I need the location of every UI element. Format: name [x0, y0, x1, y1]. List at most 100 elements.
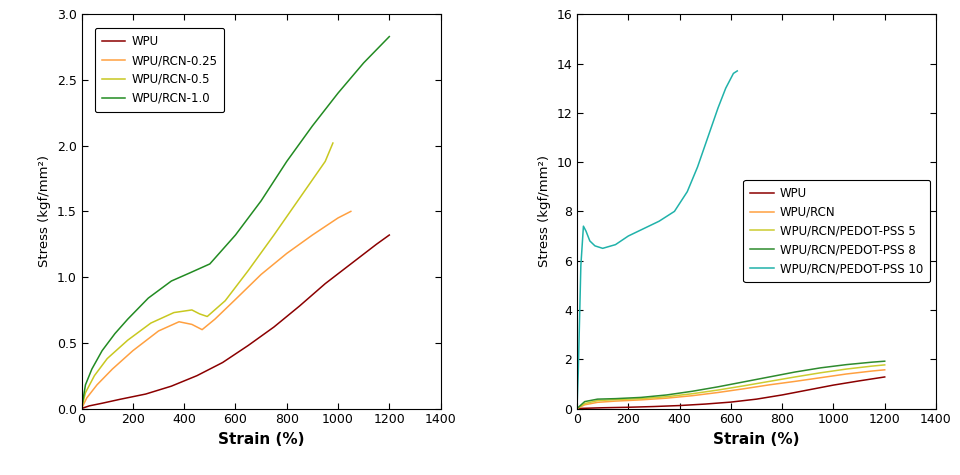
- WPU: [84, 403, 95, 408]
- Line: WPU/RCN/PEDOT-PSS 10: WPU/RCN/PEDOT-PSS 10: [577, 71, 737, 408]
- WPU/RCN: [661, 395, 673, 401]
- WPU/RCN: [591, 399, 603, 405]
- WPU/RCN-0.5: [80, 390, 91, 396]
- WPU/RCN-0.5: [102, 356, 113, 361]
- WPU/RCN/PEDOT-PSS 10: [575, 263, 587, 268]
- WPU/RCN: [866, 368, 877, 374]
- WPU: [191, 373, 203, 379]
- WPU: [217, 360, 228, 365]
- Legend: WPU, WPU/RCN-0.25, WPU/RCN-0.5, WPU/RCN-1.0: WPU, WPU/RCN-0.25, WPU/RCN-0.5, WPU/RCN-…: [95, 28, 225, 112]
- WPU/RCN-1.0: [358, 60, 370, 66]
- WPU/RCN: [636, 397, 647, 403]
- Line: WPU/RCN-1.0: WPU/RCN-1.0: [82, 37, 390, 408]
- WPU/RCN/PEDOT-PSS 5: [763, 379, 775, 384]
- WPU/RCN-0.25: [229, 296, 241, 302]
- WPU/RCN: [712, 390, 724, 395]
- WPU/RCN-1.0: [86, 366, 98, 372]
- WPU/RCN/PEDOT-PSS 5: [879, 362, 891, 368]
- WPU/RCN/PEDOT-PSS 10: [669, 209, 681, 214]
- X-axis label: Strain (%): Strain (%): [713, 432, 800, 447]
- WPU/RCN/PEDOT-PSS 5: [866, 363, 877, 369]
- Line: WPU: WPU: [577, 377, 885, 408]
- WPU/RCN-0.5: [122, 337, 133, 343]
- WPU/RCN-0.5: [76, 406, 87, 411]
- WPU: [828, 382, 839, 388]
- Line: WPU/RCN: WPU/RCN: [577, 370, 885, 408]
- WPU: [114, 397, 126, 402]
- WPU/RCN/PEDOT-PSS 8: [815, 365, 827, 370]
- WPU/RCN/PEDOT-PSS 10: [597, 246, 609, 251]
- WPU/RCN/PEDOT-PSS 10: [572, 369, 584, 374]
- WPU/RCN/PEDOT-PSS 5: [686, 391, 698, 397]
- WPU: [777, 392, 788, 398]
- WPU/RCN/PEDOT-PSS 10: [622, 233, 634, 239]
- WPU/RCN-0.5: [88, 373, 100, 379]
- Line: WPU/RCN-0.25: WPU/RCN-0.25: [82, 211, 350, 408]
- WPU/RCN-0.25: [107, 366, 118, 372]
- WPU/RCN/PEDOT-PSS 8: [661, 392, 673, 398]
- WPU/RCN: [815, 375, 827, 380]
- WPU/RCN-0.25: [191, 324, 203, 330]
- WPU/RCN/PEDOT-PSS 5: [591, 398, 603, 403]
- WPU/RCN-0.5: [268, 232, 279, 238]
- WPU/RCN-0.5: [220, 298, 231, 304]
- WPU/RCN: [763, 382, 775, 388]
- WPU/RCN/PEDOT-PSS 10: [580, 228, 591, 234]
- Y-axis label: Stress (kgf/mm²): Stress (kgf/mm²): [538, 155, 551, 267]
- WPU/RCN-1.0: [109, 331, 121, 336]
- WPU: [648, 404, 660, 409]
- WPU: [571, 406, 583, 411]
- WPU/RCN/PEDOT-PSS 5: [636, 396, 647, 401]
- WPU: [879, 374, 891, 380]
- WPU/RCN/PEDOT-PSS 5: [841, 366, 852, 372]
- WPU/RCN/PEDOT-PSS 10: [728, 70, 739, 76]
- WPU/RCN: [579, 402, 590, 408]
- WPU/RCN/PEDOT-PSS 8: [866, 359, 877, 365]
- WPU/RCN-1.0: [332, 90, 344, 96]
- WPU/RCN-0.25: [91, 382, 103, 388]
- WPU/RCN/PEDOT-PSS 8: [879, 358, 891, 364]
- Line: WPU/RCN/PEDOT-PSS 5: WPU/RCN/PEDOT-PSS 5: [577, 365, 885, 408]
- WPU/RCN-0.5: [145, 320, 156, 326]
- WPU/RCN/PEDOT-PSS 8: [789, 369, 801, 375]
- WPU/RCN/PEDOT-PSS 5: [712, 387, 724, 393]
- WPU/RCN-1.0: [255, 198, 267, 204]
- WPU/RCN: [686, 393, 698, 399]
- WPU/RCN: [879, 367, 891, 373]
- WPU/RCN-0.25: [255, 272, 267, 277]
- WPU/RCN/PEDOT-PSS 5: [815, 370, 827, 376]
- WPU/RCN/PEDOT-PSS 5: [738, 383, 750, 389]
- WPU: [725, 399, 736, 405]
- WPU/RCN-1.0: [80, 382, 91, 388]
- WPU/RCN: [841, 371, 852, 377]
- WPU/RCN/PEDOT-PSS 5: [571, 406, 583, 411]
- Line: WPU/RCN/PEDOT-PSS 8: WPU/RCN/PEDOT-PSS 8: [577, 361, 885, 408]
- Line: WPU/RCN-0.5: WPU/RCN-0.5: [82, 143, 333, 408]
- WPU/RCN-0.5: [243, 268, 254, 274]
- WPU/RCN: [738, 386, 750, 391]
- WPU/RCN/PEDOT-PSS 8: [591, 396, 603, 402]
- WPU/RCN/PEDOT-PSS 10: [702, 134, 713, 140]
- WPU/RCN-1.0: [306, 123, 318, 129]
- WPU: [371, 241, 382, 247]
- WPU/RCN-0.5: [327, 140, 339, 146]
- WPU/RCN/PEDOT-PSS 8: [763, 374, 775, 380]
- WPU/RCN-0.5: [194, 311, 205, 317]
- WPU/RCN/PEDOT-PSS 10: [654, 218, 665, 224]
- WPU/RCN/PEDOT-PSS 10: [571, 406, 583, 411]
- WPU/RCN/PEDOT-PSS 10: [610, 242, 621, 247]
- WPU/RCN-0.25: [81, 395, 92, 401]
- WPU/RCN/PEDOT-PSS 10: [589, 243, 601, 249]
- X-axis label: Strain (%): Strain (%): [218, 432, 304, 447]
- Y-axis label: Stress (kgf/mm²): Stress (kgf/mm²): [38, 155, 51, 267]
- WPU/RCN-0.25: [306, 232, 318, 238]
- WPU/RCN-1.0: [229, 232, 241, 238]
- WPU/RCN: [610, 398, 621, 404]
- WPU/RCN/PEDOT-PSS 10: [584, 238, 595, 244]
- WPU/RCN/PEDOT-PSS 8: [712, 384, 724, 389]
- WPU/RCN-0.25: [332, 215, 344, 221]
- WPU/RCN-0.5: [186, 307, 198, 313]
- WPU/RCN/PEDOT-PSS 8: [841, 362, 852, 368]
- WPU/RCN/PEDOT-PSS 10: [637, 226, 649, 231]
- WPU: [96, 400, 108, 406]
